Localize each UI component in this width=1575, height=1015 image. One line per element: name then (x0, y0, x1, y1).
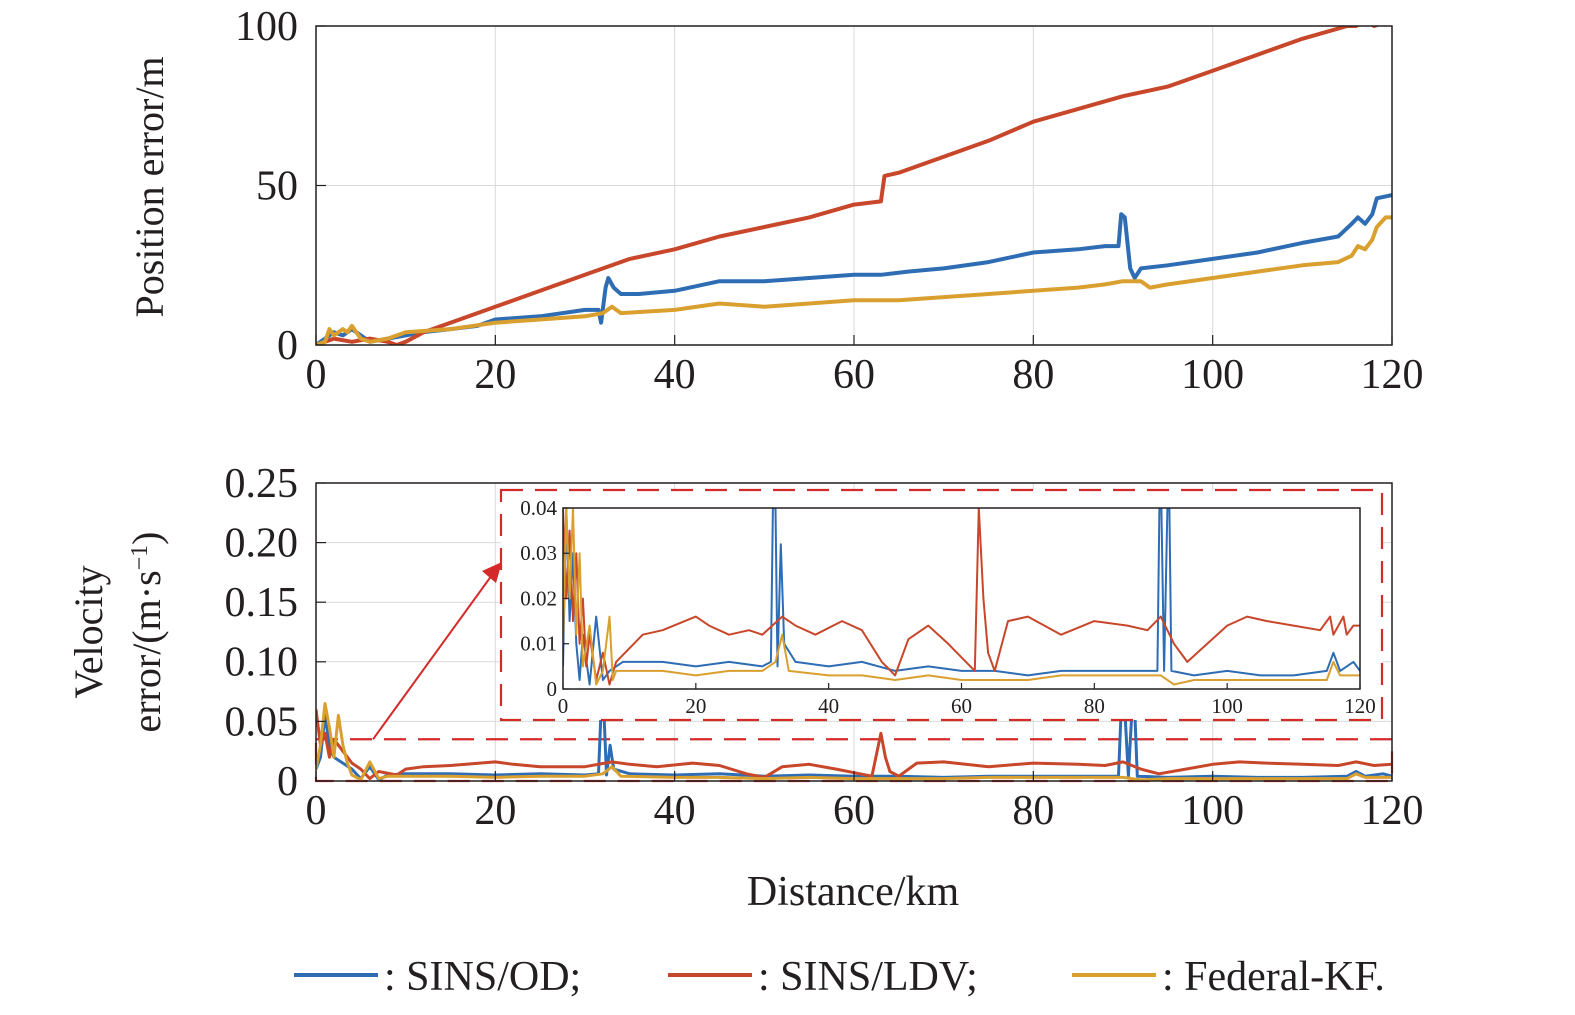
legend: : SINS/OD; : SINS/LDV; : Federal-KF. (294, 954, 1385, 1000)
velocity-xtick-label-1: 20 (474, 788, 516, 834)
inset-xtick-label-5: 100 (1211, 694, 1243, 718)
inset-xtick-label-1: 20 (685, 694, 706, 718)
velocity-series-sins-ldv (316, 709, 1392, 781)
position-series-sins-od (316, 193, 1392, 345)
position-xtick-label-4: 80 (1012, 352, 1054, 398)
velocity-ylabel-sup: −1 (127, 545, 153, 571)
position-xtick-label-0: 0 (306, 352, 327, 398)
inset-series-federal-kf (563, 508, 1360, 686)
position-series-federal-kf (316, 215, 1392, 345)
velocity-ylabel-line1: Velocity (66, 565, 111, 698)
velocity-ytick-label-0: 0 (277, 759, 298, 805)
inset-ytick-label-1: 0.01 (520, 632, 557, 656)
inset-series-sins-ldv (563, 508, 1360, 686)
velocity-inset-chart: 0 20 40 60 80 100 120 0 0.01 0.02 0.03 0.04 (499, 488, 1384, 722)
inset-xtick-label-6: 120 (1344, 694, 1376, 718)
position-xtick-label-3: 60 (833, 352, 875, 398)
position-xtick-label-1: 20 (474, 352, 516, 398)
inset-xtick-label-0: 0 (558, 694, 569, 718)
velocity-xtick-label-3: 60 (833, 788, 875, 834)
position-ylabel: Position error/m (127, 56, 172, 317)
legend-label-sins-ldv: : SINS/LDV; (758, 954, 978, 1000)
inset-ytick-label-0: 0 (547, 677, 558, 701)
velocity-ytick-label-1: 0.05 (225, 699, 299, 745)
velocity-xtick-label-4: 80 (1012, 788, 1054, 834)
position-xtick-label-6: 120 (1361, 352, 1424, 398)
velocity-series-federal-kf (316, 702, 1392, 781)
inset-xtick-label-4: 80 (1084, 694, 1105, 718)
position-xtick-label-2: 40 (654, 352, 696, 398)
position-series-sins-ldv (316, 26, 1381, 345)
velocity-xtick-label-5: 100 (1181, 788, 1244, 834)
position-ytick-label-1: 50 (256, 163, 298, 209)
velocity-ytick-label-4: 0.20 (225, 520, 299, 566)
legend-label-federal-kf: : Federal-KF. (1162, 954, 1385, 1000)
position-chart: 0 20 40 60 80 100 120 0 50 100 (235, 4, 1424, 398)
zoom-arrow-line (372, 574, 493, 740)
velocity-ylabel-close: ) (124, 531, 169, 544)
position-ytick-label-2: 100 (235, 4, 298, 50)
zoom-arrow-head (482, 562, 502, 583)
velocity-ylabel-main: error/(m·s (124, 570, 169, 732)
velocity-ytick-label-3: 0.15 (225, 580, 299, 626)
velocity-xtick-label-6: 120 (1361, 788, 1424, 834)
position-ytick-label-0: 0 (277, 323, 298, 369)
inset-xtick-label-3: 60 (951, 694, 972, 718)
inset-ytick-label-4: 0.04 (520, 496, 557, 520)
legend-label-sins-od: : SINS/OD; (384, 954, 581, 1000)
velocity-ytick-label-5: 0.25 (225, 461, 299, 507)
velocity-xtick-label-2: 40 (654, 788, 696, 834)
inset-xtick-label-2: 40 (818, 694, 839, 718)
inset-plot-bg (563, 508, 1360, 689)
velocity-ylabel-line2: error/(m·s−1) (124, 531, 169, 732)
velocity-xtick-label-0: 0 (306, 788, 327, 834)
velocity-ytick-label-2: 0.10 (225, 640, 299, 686)
inset-ytick-label-2: 0.02 (520, 586, 557, 610)
position-xtick-label-5: 100 (1181, 352, 1244, 398)
inset-series-sins-od (563, 508, 1360, 686)
inset-ytick-label-3: 0.03 (520, 541, 557, 565)
distance-xlabel: Distance/km (747, 869, 960, 915)
